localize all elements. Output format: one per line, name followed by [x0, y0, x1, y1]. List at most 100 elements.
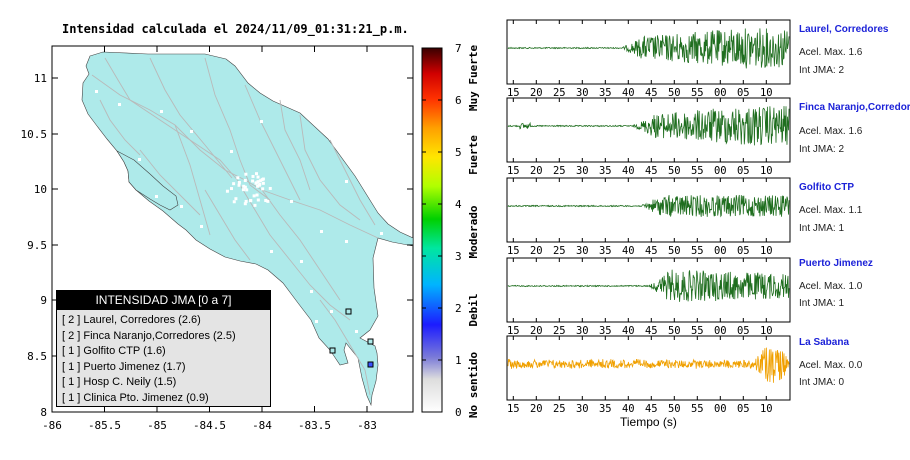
colorbar-labels: No sentido Debil Moderado Fuerte Muy Fuerte	[467, 45, 480, 419]
map-y-tick-label: 10.5	[21, 128, 48, 141]
seismogram-x-tick-label: 55	[691, 403, 704, 415]
town-dot	[253, 203, 257, 207]
seismogram-x-tick-label: 10	[760, 325, 773, 337]
seismogram-x-tick-label: 50	[668, 165, 681, 177]
town-dot	[320, 230, 323, 233]
seismogram-x-tick-label: 55	[691, 87, 704, 99]
waveform-trace	[507, 269, 790, 302]
legend-row: [ 2 ] Finca Naranjo,Corredores (2.5)	[62, 329, 236, 342]
town-dot	[290, 200, 293, 203]
seismogram-x-tick-label: 45	[645, 325, 658, 337]
station-acel: Acel. Max. 1.6	[799, 47, 863, 58]
land-nicoya-tip	[116, 150, 179, 211]
town-dot	[261, 181, 265, 185]
station-jma: Int JMA: 2	[799, 65, 845, 76]
station-jma: Int JMA: 0	[799, 377, 845, 388]
map-x-tick-label: -85	[147, 419, 167, 432]
town-dot	[200, 225, 203, 228]
station-acel: Acel. Max. 0.0	[799, 360, 863, 371]
road	[99, 99, 141, 156]
station-acel: Acel. Max. 1.6	[799, 126, 863, 137]
town-dot	[256, 198, 260, 202]
seismogram-x-tick-label: 20	[530, 403, 543, 415]
road	[204, 189, 251, 261]
colorbar-level-label: Debil	[467, 293, 480, 326]
road	[104, 57, 241, 184]
seismogram-x-tick-label: 15	[507, 87, 520, 99]
map-y-tick-label: 8.5	[27, 350, 47, 363]
seismogram-x-tick-label: 40	[622, 165, 635, 177]
town-dot	[268, 186, 272, 190]
town-dot	[138, 158, 141, 161]
seismogram-x-tick-label: 25	[553, 403, 566, 415]
town-dot	[236, 176, 240, 180]
seismogram-x-tick-label: 00	[714, 245, 727, 257]
legend-row: [ 1 ] Clinica Pto. Jimenez (0.9)	[62, 391, 209, 404]
seismogram-x-tick-label: 15	[507, 245, 520, 257]
colorbar-tick-label: 1	[455, 354, 462, 367]
town-dot	[243, 185, 247, 189]
seismogram-panel: 15 20 25 30 35 40 45 50 55 00 05 10	[506, 257, 791, 337]
map-x-tick-label: -83.5	[298, 419, 331, 432]
map-y-tick-label: 11	[34, 72, 47, 85]
town-dot	[243, 178, 247, 182]
town-dot	[232, 182, 236, 186]
map-station-marker	[367, 338, 374, 345]
seismogram-x-tick-label: 05	[737, 165, 750, 177]
town-dot	[345, 180, 348, 183]
seismogram-x-tick-label: 20	[530, 245, 543, 257]
station-name: Puerto Jimenez	[799, 258, 873, 269]
map-x-tick-label: -86	[42, 419, 62, 432]
seismogram-x-tick-label: 35	[599, 245, 612, 257]
town-dot	[270, 250, 273, 253]
colorbar-level-label: Moderado	[467, 205, 480, 258]
seismogram-x-tick-label: 10	[760, 87, 773, 99]
town-dot	[256, 180, 260, 184]
seismogram-x-tick-label: 55	[691, 325, 704, 337]
seismogram-x-tick-label: 10	[760, 245, 773, 257]
town-dot	[345, 240, 348, 243]
seismogram-x-tick-label: 25	[553, 165, 566, 177]
town-dot	[230, 187, 234, 191]
town-dot	[232, 200, 236, 204]
seismogram-x-tick-label: 45	[645, 245, 658, 257]
map-title: Intensidad calculada el 2024/11/09_01:31…	[62, 22, 409, 36]
x-axis-label: Tiempo (s)	[620, 415, 677, 429]
seismogram-x-tick-label: 30	[576, 87, 589, 99]
seismogram-x-tick-label: 45	[645, 403, 658, 415]
town-dot	[255, 172, 259, 176]
seismogram-x-tick-label: 30	[576, 403, 589, 415]
station-jma: Int JMA: 1	[799, 298, 845, 309]
seismogram-x-tick-label: 10	[760, 165, 773, 177]
map-axes: -86 -85.5 -85 -84.5 -84 -83.5 -83 11 10.5 10 9.5 9 8…	[21, 46, 413, 432]
colorbar-tick-label: 0	[455, 406, 462, 419]
colorbar-tick-label: 5	[455, 146, 462, 159]
road	[239, 184, 351, 321]
map-x-tick-label: -83	[357, 419, 377, 432]
seismogram-x-tick-label: 50	[668, 87, 681, 99]
seismogram-x-tick-label: 40	[622, 87, 635, 99]
road	[174, 124, 211, 236]
colorbar-tick-label: 7	[455, 42, 462, 55]
seismogram-x-tick-label: 40	[622, 403, 635, 415]
colorbar-tick-label: 4	[455, 198, 462, 211]
town-dot	[190, 130, 193, 133]
seismogram-x-tick-label: 25	[553, 87, 566, 99]
seismogram-panel: 15 20 25 30 35 40 45 50 55 00 05 10	[506, 19, 791, 99]
station-name: La Sabana	[799, 337, 850, 348]
town-dot	[230, 150, 233, 153]
seismogram-x-tick-label: 55	[691, 245, 704, 257]
town-dot	[244, 199, 248, 203]
seismogram-x-tick-label: 15	[507, 403, 520, 415]
town-dot	[264, 199, 268, 203]
town-dot	[237, 183, 241, 187]
seismogram-x-tick-label: 35	[599, 165, 612, 177]
seismogram-x-tick-label: 05	[737, 325, 750, 337]
legend-title: INTENSIDAD JMA [0 a 7]	[57, 291, 270, 310]
seismogram-x-tick-label: 25	[553, 325, 566, 337]
legend-row: [ 1 ] Golfito CTP (1.6)	[62, 345, 166, 357]
road	[244, 84, 301, 201]
road	[261, 189, 341, 301]
seismogram-x-tick-label: 30	[576, 165, 589, 177]
seismogram-frame	[506, 257, 791, 323]
